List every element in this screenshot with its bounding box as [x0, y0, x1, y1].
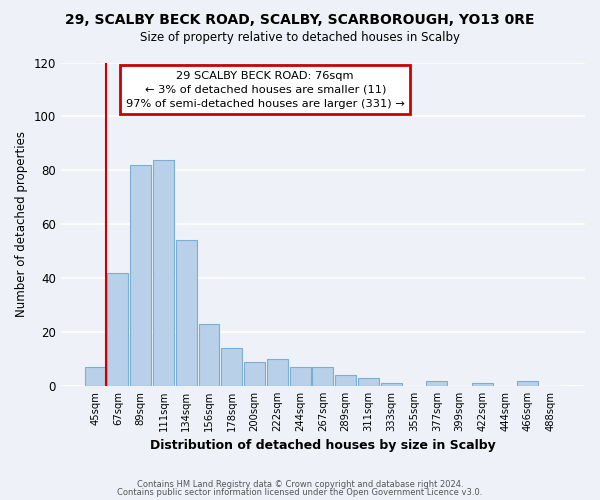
- Bar: [290, 367, 311, 386]
- Text: Size of property relative to detached houses in Scalby: Size of property relative to detached ho…: [140, 31, 460, 44]
- Bar: [107, 272, 128, 386]
- Bar: [85, 367, 106, 386]
- Bar: [153, 160, 174, 386]
- X-axis label: Distribution of detached houses by size in Scalby: Distribution of detached houses by size …: [150, 440, 496, 452]
- Bar: [221, 348, 242, 386]
- Bar: [313, 367, 334, 386]
- Bar: [381, 383, 402, 386]
- Bar: [176, 240, 197, 386]
- Bar: [517, 380, 538, 386]
- Text: Contains HM Land Registry data © Crown copyright and database right 2024.: Contains HM Land Registry data © Crown c…: [137, 480, 463, 489]
- Bar: [267, 359, 288, 386]
- Bar: [427, 380, 447, 386]
- Bar: [335, 375, 356, 386]
- Bar: [199, 324, 220, 386]
- Text: Contains public sector information licensed under the Open Government Licence v3: Contains public sector information licen…: [118, 488, 482, 497]
- Bar: [472, 383, 493, 386]
- Text: 29 SCALBY BECK ROAD: 76sqm
← 3% of detached houses are smaller (11)
97% of semi-: 29 SCALBY BECK ROAD: 76sqm ← 3% of detac…: [126, 70, 404, 108]
- Y-axis label: Number of detached properties: Number of detached properties: [15, 131, 28, 317]
- Text: 29, SCALBY BECK ROAD, SCALBY, SCARBOROUGH, YO13 0RE: 29, SCALBY BECK ROAD, SCALBY, SCARBOROUG…: [65, 12, 535, 26]
- Bar: [244, 362, 265, 386]
- Bar: [358, 378, 379, 386]
- Bar: [130, 165, 151, 386]
